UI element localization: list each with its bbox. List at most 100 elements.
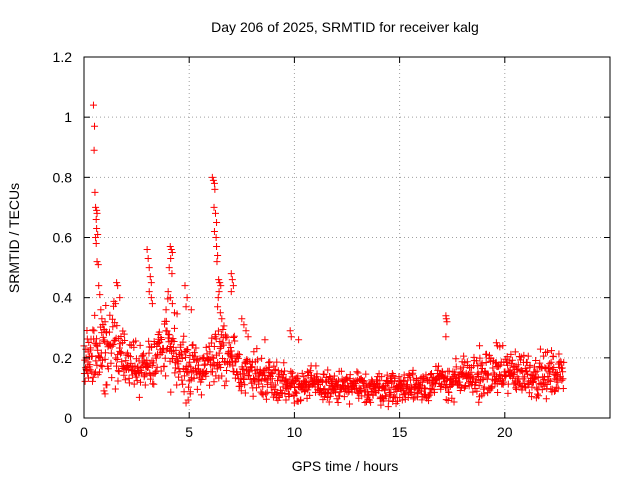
data-point: [199, 354, 207, 362]
data-point: [139, 352, 147, 360]
data-point: [120, 330, 128, 338]
data-point: [92, 234, 100, 241]
data-point: [143, 246, 151, 254]
data-point: [528, 383, 536, 391]
data-point: [398, 396, 406, 404]
data-point: [401, 390, 409, 398]
data-point: [356, 385, 364, 393]
data-point: [100, 387, 108, 395]
data-point: [92, 215, 100, 223]
data-point: [133, 377, 141, 385]
data-point: [325, 386, 333, 394]
data-point: [176, 368, 184, 376]
data-point: [105, 328, 113, 336]
data-point: [352, 377, 360, 385]
data-point: [234, 354, 242, 362]
data-point: [394, 397, 402, 405]
data-point: [305, 382, 313, 390]
data-point: [547, 358, 555, 366]
data-point: [222, 334, 230, 342]
data-point: [223, 333, 231, 341]
data-point: [141, 381, 149, 389]
data-point: [171, 369, 179, 377]
data-point: [334, 398, 342, 406]
data-point: [444, 397, 452, 405]
data-point: [106, 311, 114, 319]
data-point: [493, 342, 501, 350]
data-point: [214, 252, 222, 260]
data-point: [281, 389, 289, 397]
data-point: [559, 368, 567, 376]
data-point: [123, 361, 131, 369]
data-point: [241, 389, 249, 397]
data-point: [170, 309, 178, 317]
data-point: [297, 396, 305, 404]
data-point: [148, 300, 156, 308]
data-point: [90, 370, 98, 378]
x-tick-label: 0: [80, 424, 88, 440]
data-point: [524, 381, 532, 389]
data-point: [212, 234, 220, 241]
data-point: [550, 387, 558, 395]
data-point: [166, 294, 174, 302]
data-point: [169, 355, 177, 363]
data-point: [319, 396, 327, 404]
data-point: [217, 364, 225, 372]
data-point: [100, 336, 108, 344]
data-point: [97, 361, 105, 369]
data-point: [291, 388, 299, 396]
data-point: [148, 343, 156, 351]
data-point: [94, 346, 102, 354]
data-point: [132, 373, 140, 381]
data-point: [289, 369, 297, 377]
data-point: [130, 380, 138, 388]
data-point: [184, 396, 192, 404]
data-point: [242, 327, 250, 335]
data-point: [269, 369, 277, 377]
data-point: [293, 389, 301, 397]
data-point: [210, 179, 218, 187]
data-point: [139, 350, 147, 358]
data-point: [227, 347, 235, 355]
data-point: [146, 273, 154, 281]
data-point: [258, 354, 266, 362]
data-point: [188, 341, 196, 349]
data-point: [103, 329, 111, 337]
data-point: [227, 344, 235, 352]
data-point: [313, 370, 321, 378]
data-point: [235, 351, 243, 359]
data-point: [198, 376, 206, 384]
data-point: [210, 378, 218, 386]
data-point: [165, 331, 173, 339]
data-point: [84, 348, 92, 356]
data-point: [549, 352, 557, 360]
data-point: [189, 341, 197, 349]
data-point: [208, 353, 216, 361]
data-point: [141, 371, 149, 379]
data-point: [249, 392, 257, 400]
data-point: [186, 390, 194, 398]
data-point: [119, 327, 127, 335]
chart-title: Day 206 of 2025, SRMTID for receiver kal…: [211, 19, 479, 35]
data-point: [90, 327, 98, 335]
data-point: [387, 388, 395, 396]
data-point: [173, 381, 181, 389]
data-point: [181, 282, 189, 290]
y-tick-label: 0.2: [53, 350, 73, 366]
data-point: [346, 400, 354, 408]
data-point: [286, 383, 294, 391]
data-point: [240, 370, 248, 378]
data-point: [209, 176, 217, 184]
data-point: [121, 376, 129, 384]
y-tick-label: 0.4: [53, 290, 73, 306]
data-point: [167, 388, 175, 396]
data-point: [214, 303, 222, 311]
data-point: [214, 294, 222, 302]
data-point: [367, 398, 375, 406]
data-point: [215, 349, 223, 357]
data-point: [504, 361, 512, 369]
data-point: [157, 367, 165, 375]
data-point: [476, 354, 484, 362]
data-point: [543, 381, 551, 389]
data-point: [96, 368, 104, 376]
